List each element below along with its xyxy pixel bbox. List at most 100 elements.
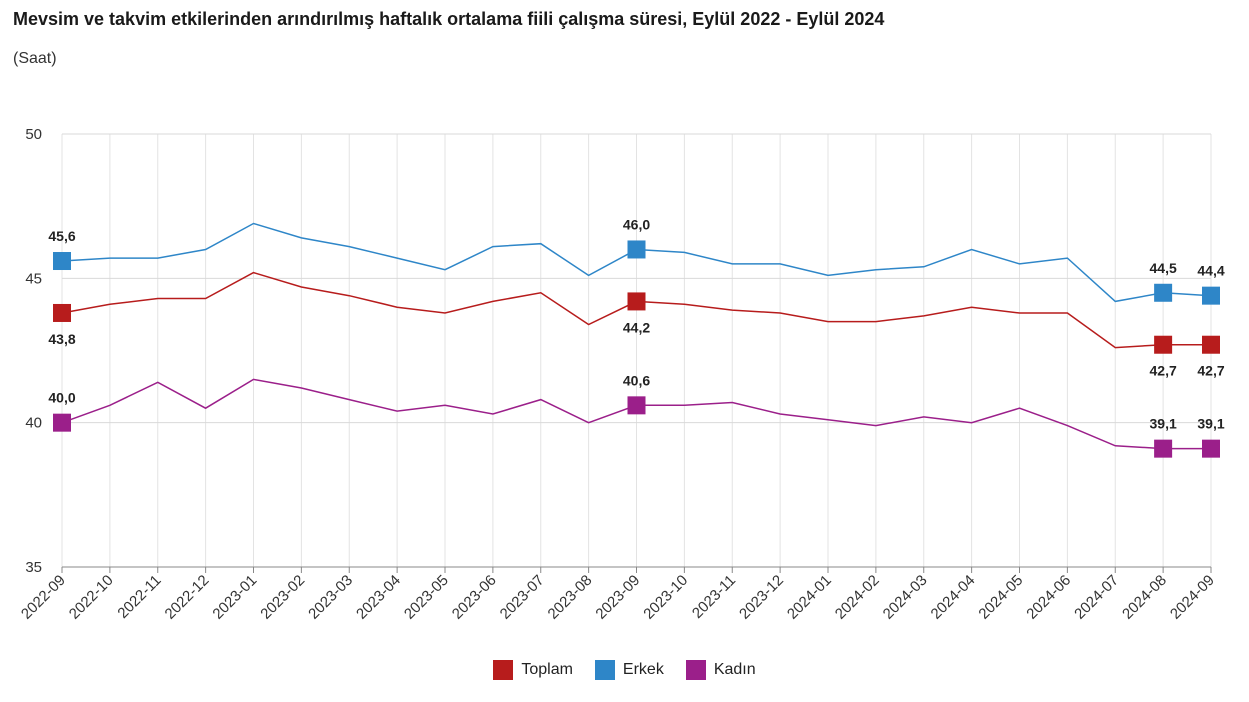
data-point-kadin xyxy=(874,424,878,428)
x-tick-label: 2024-06 xyxy=(1023,572,1074,623)
data-label-erkek: 44,5 xyxy=(1150,260,1177,276)
x-tick-label: 2023-09 xyxy=(592,572,643,623)
x-tick-label: 2023-03 xyxy=(305,572,356,623)
x-tick-label: 2024-02 xyxy=(832,572,883,623)
marker-toplam xyxy=(627,292,646,311)
data-point-erkek xyxy=(730,262,734,266)
data-point-kadin xyxy=(491,412,495,416)
data-point-toplam xyxy=(539,291,543,295)
data-point-toplam xyxy=(587,323,591,327)
x-tick-label: 2023-01 xyxy=(209,572,260,623)
marker-erkek xyxy=(1202,286,1220,305)
data-point-erkek xyxy=(970,247,974,251)
y-tick-label: 45 xyxy=(25,270,42,287)
data-point-toplam xyxy=(347,294,351,298)
data-point-toplam xyxy=(252,271,256,275)
data-point-toplam xyxy=(1018,311,1022,315)
data-label-toplam: 44,2 xyxy=(623,319,650,335)
x-tick-label: 2023-02 xyxy=(257,572,308,623)
data-label-erkek: 44,4 xyxy=(1197,263,1224,279)
data-label-kadin: 40,6 xyxy=(623,372,650,388)
data-point-kadin xyxy=(826,418,830,422)
marker-toplam xyxy=(53,303,71,322)
data-point-toplam xyxy=(826,320,830,324)
x-tick-label: 2023-06 xyxy=(449,572,500,623)
legend-item-kadin[interactable]: Kadın xyxy=(685,660,756,680)
data-point-kadin xyxy=(1113,444,1117,448)
data-point-erkek xyxy=(922,265,926,269)
data-point-erkek xyxy=(108,256,112,260)
x-tick-label: 2024-07 xyxy=(1071,572,1122,623)
chart-title: Mevsim ve takvim etkilerinden arındırılm… xyxy=(13,9,885,29)
x-tick-label: 2024-01 xyxy=(784,572,835,623)
x-tick-label: 2022-10 xyxy=(66,572,117,623)
legend-label-erkek: Erkek xyxy=(622,661,664,678)
marker-toplam xyxy=(1154,335,1173,354)
data-point-erkek xyxy=(443,268,447,272)
data-point-toplam xyxy=(922,314,926,318)
x-tick-label: 2022-12 xyxy=(161,572,212,623)
data-point-kadin xyxy=(970,421,974,425)
data-point-kadin xyxy=(395,409,399,413)
data-point-toplam xyxy=(299,285,303,289)
data-point-erkek xyxy=(299,236,303,240)
data-point-toplam xyxy=(204,297,208,301)
data-point-kadin xyxy=(1065,424,1069,428)
data-point-erkek xyxy=(491,245,495,249)
x-tick-label: 2023-05 xyxy=(401,572,452,623)
data-point-toplam xyxy=(108,302,112,306)
data-label-kadin: 39,1 xyxy=(1150,416,1177,432)
marker-kadin xyxy=(53,413,71,432)
data-point-erkek xyxy=(156,256,160,260)
data-point-kadin xyxy=(682,403,686,407)
legend-item-toplam[interactable]: Toplam xyxy=(493,660,573,680)
data-point-toplam xyxy=(443,311,447,315)
data-label-toplam: 42,7 xyxy=(1197,363,1224,379)
data-point-kadin xyxy=(252,377,256,381)
data-point-kadin xyxy=(539,398,543,402)
data-point-kadin xyxy=(156,380,160,384)
y-tick-label: 50 xyxy=(25,126,42,143)
x-tick-label: 2024-04 xyxy=(927,572,978,623)
x-tick-label: 2022-09 xyxy=(18,572,69,623)
data-point-erkek xyxy=(204,247,208,251)
x-tick-label: 2024-09 xyxy=(1167,572,1218,623)
data-point-kadin xyxy=(922,415,926,419)
data-point-erkek xyxy=(347,245,351,249)
data-point-erkek xyxy=(395,256,399,260)
data-label-erkek: 45,6 xyxy=(48,228,75,244)
marker-erkek xyxy=(1154,283,1173,302)
data-label-kadin: 39,1 xyxy=(1197,416,1224,432)
legend-item-erkek[interactable]: Erkek xyxy=(594,660,664,680)
legend-label-kadin: Kadın xyxy=(713,661,756,678)
data-label-erkek: 46,0 xyxy=(623,216,650,232)
data-label-toplam: 43,8 xyxy=(48,331,75,347)
data-point-erkek xyxy=(539,242,543,246)
marker-toplam xyxy=(1202,335,1220,354)
x-tick-label: 2024-03 xyxy=(880,572,931,623)
x-tick-label: 2023-04 xyxy=(353,572,404,623)
marker-kadin xyxy=(1202,439,1220,458)
legend-swatch-erkek xyxy=(594,660,615,680)
data-point-kadin xyxy=(778,412,782,416)
data-point-kadin xyxy=(299,386,303,390)
marker-kadin xyxy=(1154,439,1173,458)
data-point-toplam xyxy=(682,302,686,306)
data-point-erkek xyxy=(778,262,782,266)
data-point-kadin xyxy=(108,403,112,407)
data-point-toplam xyxy=(491,299,495,303)
marker-erkek xyxy=(53,252,71,271)
data-point-toplam xyxy=(1113,346,1117,350)
y-tick-label: 40 xyxy=(25,415,42,432)
data-point-kadin xyxy=(1018,406,1022,410)
x-tick-label: 2023-07 xyxy=(497,572,548,623)
data-label-toplam: 42,7 xyxy=(1150,363,1177,379)
legend-swatch-toplam xyxy=(493,660,514,680)
data-label-kadin: 40,0 xyxy=(48,390,75,406)
x-tick-label: 2023-12 xyxy=(736,572,787,623)
chart-legend: Toplam Erkek Kadın xyxy=(0,660,1249,680)
data-point-toplam xyxy=(156,297,160,301)
x-tick-label: 2022-11 xyxy=(114,572,164,622)
marker-erkek xyxy=(627,240,646,259)
